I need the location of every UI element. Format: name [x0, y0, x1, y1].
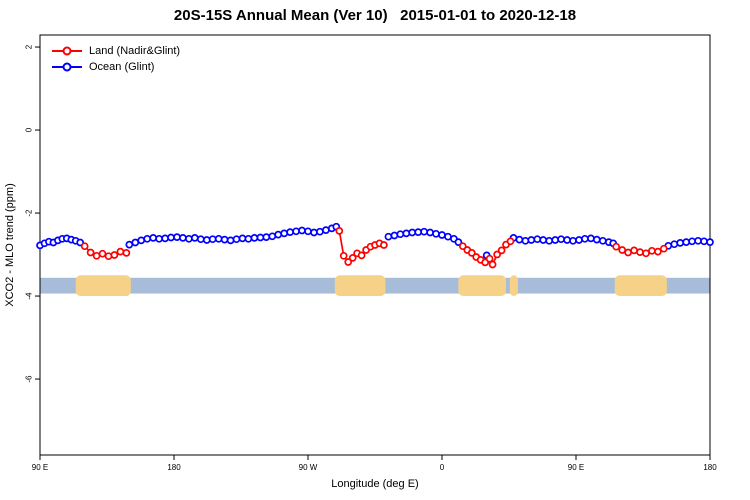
legend-item-land: Land (Nadir&Glint) [52, 43, 180, 59]
chart-title: 20S-15S Annual Mean (Ver 10) 2015-01-01 … [173, 7, 577, 24]
svg-text:90 E: 90 E [568, 463, 584, 472]
svg-text:-2: -2 [25, 209, 34, 217]
svg-text:180: 180 [703, 463, 717, 472]
svg-text:-4: -4 [25, 292, 34, 300]
svg-text:180: 180 [167, 463, 181, 472]
svg-text:90 E: 90 E [32, 463, 48, 472]
legend-label-ocean: Ocean (Glint) [89, 61, 155, 73]
legend-swatch-ocean [52, 61, 82, 73]
y-axis-label: XCO2 - MLO trend (ppm) [4, 183, 16, 306]
svg-text:2: 2 [25, 44, 34, 49]
x-axis-label: Longitude (deg E) [331, 478, 418, 490]
y-axis-ticks: 2 0 -2 -4 -6 [25, 44, 40, 383]
plot-content: 90 E 180 90 W 0 90 E 180 2 0 -2 -4 -6 [25, 34, 717, 472]
land-ocean-strip [40, 275, 710, 297]
x-axis-ticks: 90 E 180 90 W 0 90 E 180 [32, 455, 717, 472]
legend-swatch-land [52, 45, 82, 57]
svg-text:0: 0 [25, 127, 34, 132]
open-circle-marker-icon [62, 62, 72, 72]
series-land-nadir-glint- [80, 227, 668, 269]
legend-label-land: Land (Nadir&Glint) [89, 45, 181, 57]
open-circle-marker-icon [62, 46, 72, 56]
series-ocean-glint- [36, 222, 714, 260]
svg-text:90 W: 90 W [299, 463, 318, 472]
svg-text:0: 0 [440, 463, 445, 472]
svg-text:-6: -6 [25, 375, 34, 383]
legend: Land (Nadir&Glint) Ocean (Glint) [52, 43, 180, 75]
legend-item-ocean: Ocean (Glint) [52, 59, 180, 75]
